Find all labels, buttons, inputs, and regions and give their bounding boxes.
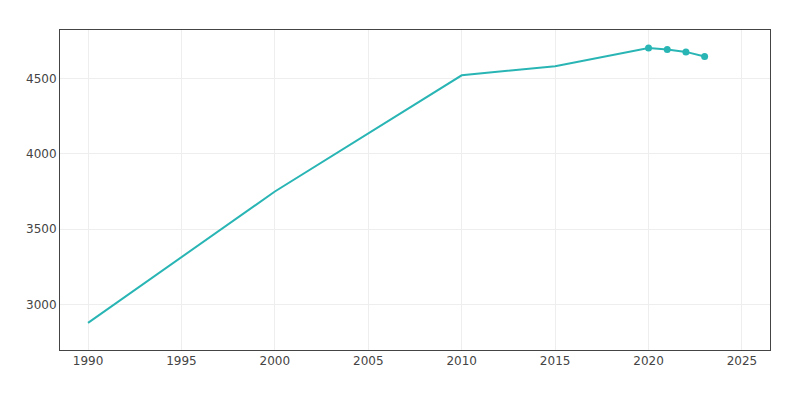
- svg-text:2020: 2020: [633, 354, 664, 368]
- svg-text:2010: 2010: [446, 354, 477, 368]
- svg-text:2025: 2025: [727, 354, 758, 368]
- svg-text:3000: 3000: [26, 298, 57, 312]
- svg-text:2005: 2005: [353, 354, 384, 368]
- svg-text:1995: 1995: [166, 354, 197, 368]
- svg-text:3500: 3500: [26, 222, 57, 236]
- svg-text:2000: 2000: [260, 354, 291, 368]
- svg-text:1990: 1990: [73, 354, 104, 368]
- svg-text:4500: 4500: [26, 72, 57, 86]
- svg-text:2015: 2015: [540, 354, 571, 368]
- svg-text:4000: 4000: [26, 147, 57, 161]
